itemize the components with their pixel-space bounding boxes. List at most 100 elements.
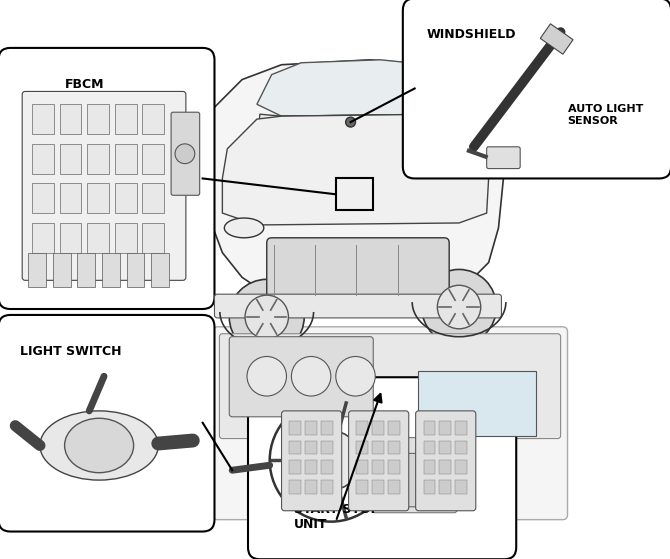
Polygon shape	[222, 114, 488, 225]
FancyBboxPatch shape	[219, 334, 561, 439]
Bar	[151, 253, 169, 287]
Bar	[440, 460, 451, 474]
Bar	[306, 421, 317, 434]
Circle shape	[346, 117, 356, 127]
Bar	[87, 105, 109, 134]
Ellipse shape	[64, 418, 133, 473]
Bar	[289, 480, 302, 494]
Polygon shape	[257, 60, 459, 116]
FancyBboxPatch shape	[248, 377, 516, 559]
Bar	[356, 440, 368, 454]
Bar	[540, 24, 573, 54]
Circle shape	[175, 144, 195, 164]
Bar	[87, 183, 109, 213]
Circle shape	[336, 357, 375, 396]
Bar	[115, 183, 137, 213]
Bar	[32, 183, 54, 213]
Bar	[321, 421, 333, 434]
Bar	[388, 460, 400, 474]
Circle shape	[247, 357, 287, 396]
Bar	[306, 440, 317, 454]
Bar	[143, 144, 164, 173]
Bar	[306, 480, 317, 494]
Bar	[373, 440, 384, 454]
FancyBboxPatch shape	[486, 147, 520, 169]
Bar	[60, 183, 81, 213]
Bar	[143, 105, 164, 134]
Bar	[388, 480, 400, 494]
FancyBboxPatch shape	[403, 0, 670, 178]
Bar	[60, 105, 81, 134]
Text: WINDSHIELD: WINDSHIELD	[427, 28, 516, 41]
Bar	[373, 421, 384, 434]
FancyBboxPatch shape	[0, 315, 214, 532]
Bar	[455, 421, 467, 434]
FancyBboxPatch shape	[396, 453, 434, 507]
Bar	[440, 421, 451, 434]
Bar	[388, 421, 400, 434]
FancyBboxPatch shape	[267, 238, 449, 302]
Bar	[53, 253, 70, 287]
Bar	[127, 253, 145, 287]
Bar	[143, 183, 164, 213]
FancyBboxPatch shape	[0, 48, 214, 309]
Bar	[455, 460, 467, 474]
Text: FBCM: FBCM	[64, 78, 104, 91]
Circle shape	[245, 295, 289, 339]
Bar	[87, 144, 109, 173]
Bar	[32, 105, 54, 134]
Bar	[423, 460, 436, 474]
Bar	[440, 480, 451, 494]
Bar	[143, 223, 164, 253]
Bar	[356, 460, 368, 474]
Bar	[356, 421, 368, 434]
Bar	[28, 253, 46, 287]
Circle shape	[229, 280, 304, 354]
Bar	[60, 223, 81, 253]
Bar	[423, 421, 436, 434]
Bar	[388, 440, 400, 454]
Bar	[455, 440, 467, 454]
Bar	[32, 144, 54, 173]
Bar	[115, 144, 137, 173]
Bar	[115, 105, 137, 134]
Bar	[306, 460, 317, 474]
Bar	[455, 480, 467, 494]
FancyBboxPatch shape	[281, 411, 342, 511]
FancyBboxPatch shape	[212, 327, 567, 520]
Bar	[356, 480, 368, 494]
Polygon shape	[257, 105, 457, 156]
Bar	[32, 223, 54, 253]
Text: START STOP
UNIT: START STOP UNIT	[294, 503, 380, 530]
Bar	[87, 223, 109, 253]
Bar	[440, 440, 451, 454]
Ellipse shape	[40, 411, 158, 480]
Bar	[102, 253, 120, 287]
Bar	[373, 460, 384, 474]
FancyBboxPatch shape	[373, 438, 457, 513]
Bar	[423, 480, 436, 494]
Polygon shape	[208, 60, 503, 312]
Bar	[321, 440, 333, 454]
Bar	[289, 440, 302, 454]
Bar	[115, 223, 137, 253]
Bar	[78, 253, 95, 287]
FancyArrowPatch shape	[337, 394, 381, 519]
Bar	[336, 178, 373, 210]
FancyBboxPatch shape	[415, 411, 476, 511]
FancyBboxPatch shape	[171, 112, 200, 195]
Circle shape	[291, 357, 331, 396]
Bar	[373, 480, 384, 494]
Circle shape	[302, 430, 360, 490]
FancyBboxPatch shape	[348, 411, 409, 511]
FancyBboxPatch shape	[22, 92, 186, 280]
Bar	[321, 480, 333, 494]
Bar	[60, 144, 81, 173]
Ellipse shape	[224, 218, 264, 238]
Bar	[289, 460, 302, 474]
Text: LIGHT SWITCH: LIGHT SWITCH	[20, 344, 122, 358]
Circle shape	[438, 285, 481, 329]
Circle shape	[421, 269, 496, 344]
Bar	[417, 371, 536, 435]
Text: AUTO LIGHT
SENSOR: AUTO LIGHT SENSOR	[567, 105, 643, 126]
